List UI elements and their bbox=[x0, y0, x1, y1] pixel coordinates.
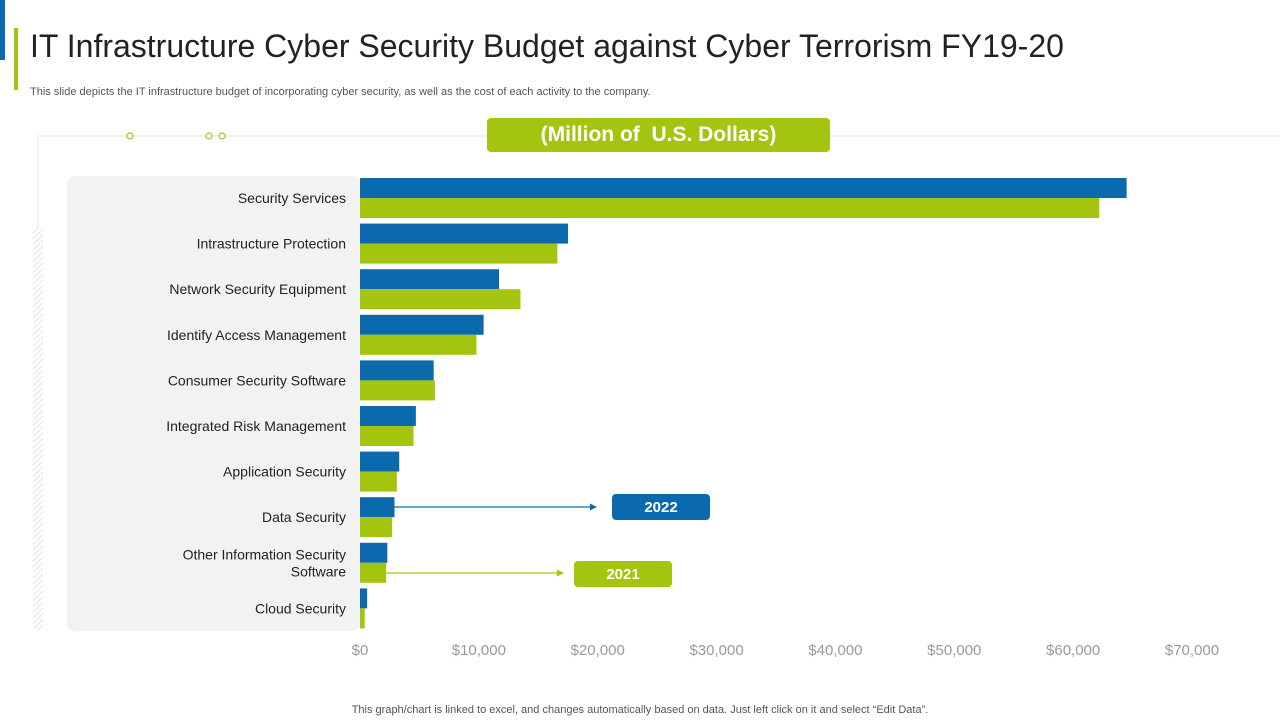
x-tick-label: $30,000 bbox=[689, 642, 743, 659]
bars bbox=[360, 178, 1127, 629]
legend-2021: 2021 bbox=[574, 561, 672, 587]
category-label: Application Security bbox=[223, 464, 346, 480]
slide-subtitle: This slide depicts the IT infrastructure… bbox=[30, 86, 651, 98]
bar-2022[interactable] bbox=[360, 497, 395, 518]
bar-2022[interactable] bbox=[360, 223, 568, 244]
category-label: Identify Access Management bbox=[167, 327, 346, 343]
category-label-line: Security Services bbox=[238, 190, 346, 206]
arrow-2022-head bbox=[590, 503, 597, 511]
bar-2022[interactable] bbox=[360, 360, 434, 381]
category-labels: Security Services Intrastructure Protecti… bbox=[166, 190, 346, 616]
category-label-line: Consumer Security Software bbox=[168, 372, 346, 388]
x-tick-label: $0 bbox=[352, 642, 369, 659]
arrow-2021-head bbox=[557, 569, 564, 577]
bar-2022[interactable] bbox=[360, 406, 416, 426]
x-tick-label: $20,000 bbox=[571, 642, 625, 659]
category-label-line: Integrated Risk Management bbox=[166, 418, 346, 434]
bar-2022[interactable] bbox=[360, 542, 388, 563]
category-label-line: Data Security bbox=[262, 509, 346, 525]
bar-2021[interactable] bbox=[360, 380, 435, 401]
x-tick-labels: $0 $10,000 $20,000 $30,000 $40,000 $50,000 $60… bbox=[352, 642, 1219, 659]
bar-2021[interactable] bbox=[360, 517, 393, 538]
frame-dot-1 bbox=[126, 132, 134, 140]
category-label-line: Network Security Equipment bbox=[169, 281, 346, 297]
bar-2022[interactable] bbox=[360, 451, 400, 472]
bar-chart[interactable]: Security Services Intrastructure Protecti… bbox=[0, 0, 1280, 700]
slide-title: IT Infrastructure Cyber Security Budget … bbox=[30, 28, 1064, 64]
hatched-strip bbox=[33, 228, 43, 630]
label-panel bbox=[67, 176, 360, 631]
frame-line bbox=[37, 135, 1280, 228]
bar-2021[interactable] bbox=[360, 334, 477, 355]
category-label-line: Other Information Security bbox=[183, 546, 346, 562]
bar-2021[interactable] bbox=[360, 562, 387, 583]
category-label: Security Services bbox=[238, 190, 346, 206]
bar-2021[interactable] bbox=[360, 289, 521, 310]
category-label-line: Cloud Security bbox=[255, 600, 346, 616]
bar-2022[interactable] bbox=[360, 314, 484, 335]
category-label: Cloud Security bbox=[255, 600, 346, 616]
decorations bbox=[33, 132, 1280, 631]
category-label-line: Identify Access Management bbox=[167, 327, 346, 343]
accent-bar-blue bbox=[0, 0, 5, 60]
bar-2022[interactable] bbox=[360, 588, 368, 609]
category-label-line: Application Security bbox=[223, 464, 346, 480]
category-label: Network Security Equipment bbox=[169, 281, 346, 297]
bar-2021[interactable] bbox=[360, 471, 397, 492]
bar-2022[interactable] bbox=[360, 269, 500, 290]
unit-label: (Million of U.S. Dollars) bbox=[487, 118, 830, 152]
frame-dot-3 bbox=[218, 132, 226, 140]
category-label: Intrastructure Protection bbox=[197, 236, 346, 252]
category-label: Consumer Security Software bbox=[168, 372, 346, 388]
footer-note: This graph/chart is linked to excel, and… bbox=[351, 704, 929, 716]
x-tick-label: $60,000 bbox=[1046, 642, 1100, 659]
x-tick-label: $40,000 bbox=[808, 642, 862, 659]
bar-2021[interactable] bbox=[360, 608, 365, 629]
bar-2022[interactable] bbox=[360, 178, 1127, 198]
category-label: Integrated Risk Management bbox=[166, 418, 346, 434]
bar-2021[interactable] bbox=[360, 243, 558, 264]
x-tick-label: $50,000 bbox=[927, 642, 981, 659]
x-tick-label: $70,000 bbox=[1165, 642, 1219, 659]
accent-bar-green bbox=[14, 28, 18, 90]
bar-2021[interactable] bbox=[360, 198, 1100, 218]
bar-2021[interactable] bbox=[360, 426, 414, 446]
x-tick-label: $10,000 bbox=[452, 642, 506, 659]
frame-dot-2 bbox=[205, 132, 213, 140]
category-label-line: Software bbox=[291, 563, 346, 579]
legend-arrows bbox=[386, 503, 597, 577]
category-label-line: Intrastructure Protection bbox=[197, 236, 346, 252]
category-label: Data Security bbox=[262, 509, 346, 525]
category-label: Other Information Security Software bbox=[183, 546, 347, 579]
legend-2022: 2022 bbox=[612, 494, 710, 520]
